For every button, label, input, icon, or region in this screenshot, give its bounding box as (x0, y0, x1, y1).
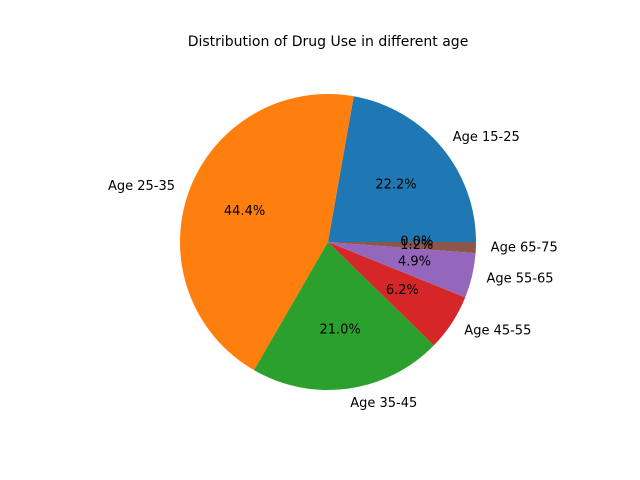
slice-label-age-45-55: Age 45-55 (464, 324, 531, 339)
slice-percent-age-25-35: 44.4% (224, 204, 265, 219)
slice-percent-age-15-25: 22.2% (375, 177, 416, 192)
slice-percent-age-65-75: 1.2% (400, 238, 433, 253)
pie-slice-age-55-65 (328, 242, 476, 298)
slice-percent-slice-7: 0.0% (400, 235, 433, 250)
slice-label-age-35-45: Age 35-45 (350, 396, 417, 411)
pie-slice-age-15-25 (328, 96, 476, 243)
pie-slice-age-35-45 (254, 242, 434, 390)
slice-label-age-65-75: Age 65-75 (491, 241, 558, 256)
slice-percent-age-55-65: 4.9% (398, 255, 431, 270)
slice-label-age-25-35: Age 25-35 (108, 179, 175, 194)
chart-title: Distribution of Drug Use in different ag… (187, 34, 469, 50)
slice-label-age-55-65: Age 55-65 (487, 272, 554, 287)
pie-slices (179, 93, 476, 390)
slice-label-age-15-25: Age 15-25 (453, 130, 520, 145)
pie-slice-age-65-75 (328, 242, 476, 254)
slice-percent-age-45-55: 6.2% (386, 283, 419, 298)
pie-labels: Age 15-25 22.2% Age 25-35 44.4% Age 35-45 21.… (108, 130, 558, 411)
pie-slice-age-45-55 (328, 242, 466, 346)
pie-slice-age-25-35 (179, 93, 354, 371)
slice-percent-age-35-45: 21.0% (319, 322, 360, 337)
